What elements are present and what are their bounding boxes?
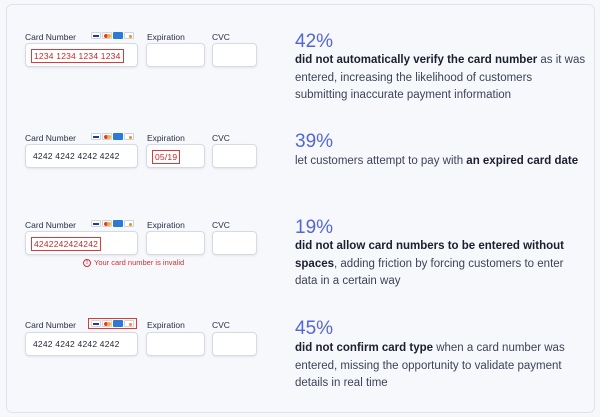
stat-description-bold: did not automatically verify the card nu… <box>295 54 538 66</box>
card-number-value: 1234 1234 1234 1234 <box>31 49 124 63</box>
cvc-label: CVC <box>212 32 230 42</box>
stats-panel: Card Number Expiration CVC 1234 1234 123… <box>6 4 595 413</box>
expiration-input[interactable] <box>146 332 205 356</box>
stat-description-bold: an expired card date <box>466 155 579 167</box>
cvc-input[interactable] <box>212 332 257 356</box>
mastercard-icon <box>102 220 112 227</box>
card-brand-icons <box>91 133 134 140</box>
visa-icon <box>91 133 101 140</box>
stat-description: let customers attempt to pay with an exp… <box>295 153 587 171</box>
card-number-value: 4242 4242 4242 4242 <box>33 339 120 349</box>
card-error-message: ! Your card number is invalid <box>83 258 184 267</box>
cvc-input[interactable] <box>212 43 257 67</box>
expiration-input[interactable]: 05/19 <box>146 144 205 168</box>
stat-percent: 39% <box>295 131 334 152</box>
cvc-input[interactable] <box>212 231 257 255</box>
stat-percent: 45% <box>295 318 334 339</box>
card-number-label: Card Number <box>25 220 77 230</box>
card-error-text: Your card number is invalid <box>94 258 185 267</box>
stat-description-bold: did not confirm card type <box>295 342 434 354</box>
expiration-label: Expiration <box>147 32 185 42</box>
card-number-label: Card Number <box>25 133 77 143</box>
expiration-input[interactable] <box>146 231 205 255</box>
stat-description-bold: did not allow card numbers to be entered… <box>295 240 564 270</box>
stat-description-rest: when a card number was entered, missing … <box>295 342 565 389</box>
expiration-label: Expiration <box>147 320 185 330</box>
card-brand-icons <box>91 32 134 39</box>
stat-percent: 42% <box>295 31 334 52</box>
stat-description-pre: let customers attempt to pay with <box>295 155 467 167</box>
discover-icon <box>124 32 134 39</box>
card-number-input[interactable]: 4242242424242 <box>25 231 138 255</box>
card-number-input[interactable]: 1234 1234 1234 1234 <box>25 43 138 67</box>
mastercard-icon <box>102 320 112 327</box>
card-number-label: Card Number <box>25 32 77 42</box>
card-brand-icons <box>88 318 137 329</box>
mastercard-icon <box>102 32 112 39</box>
mastercard-icon <box>102 133 112 140</box>
stat-description: did not confirm card type when a card nu… <box>295 340 587 393</box>
stat-percent: 19% <box>295 217 334 238</box>
error-circle-icon: ! <box>83 258 91 267</box>
card-number-input[interactable]: 4242 4242 4242 4242 <box>25 144 138 168</box>
amex-icon <box>113 220 123 227</box>
visa-icon <box>91 220 101 227</box>
visa-icon <box>91 32 101 39</box>
discover-icon <box>124 220 134 227</box>
visa-icon <box>91 320 101 327</box>
card-number-label: Card Number <box>25 320 77 330</box>
discover-icon <box>124 320 134 327</box>
cvc-label: CVC <box>212 320 230 330</box>
stat-description: did not automatically verify the card nu… <box>295 52 587 105</box>
amex-icon <box>113 32 123 39</box>
discover-icon <box>124 133 134 140</box>
amex-icon <box>113 320 123 327</box>
stat-description: did not allow card numbers to be entered… <box>295 238 587 291</box>
cvc-label: CVC <box>212 133 230 143</box>
cvc-input[interactable] <box>212 144 257 168</box>
card-number-input[interactable]: 4242 4242 4242 4242 <box>25 332 138 356</box>
cvc-label: CVC <box>212 220 230 230</box>
expiration-input[interactable] <box>146 43 205 67</box>
stat-description-rest: , adding friction by forcing customers t… <box>295 257 564 288</box>
amex-icon <box>113 133 123 140</box>
expiration-value: 05/19 <box>152 150 181 164</box>
expiration-label: Expiration <box>147 133 185 143</box>
card-number-value: 4242242424242 <box>31 237 102 251</box>
card-brand-icons <box>91 220 134 227</box>
stat-description-rest: as it was entered, increasing the likeli… <box>295 54 586 101</box>
card-number-value: 4242 4242 4242 4242 <box>33 151 120 161</box>
expiration-label: Expiration <box>147 220 185 230</box>
